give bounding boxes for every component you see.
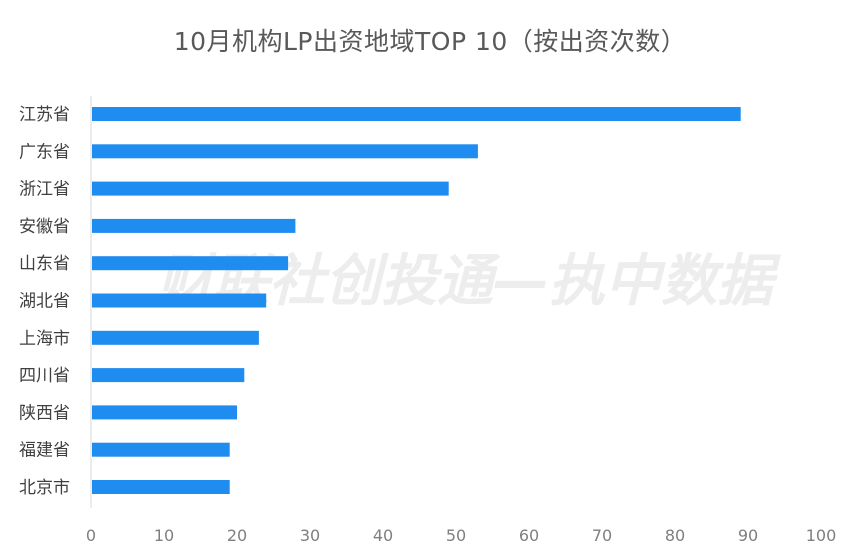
- bar-3: [92, 181, 449, 196]
- category-label: 安徽省: [19, 217, 70, 237]
- category-label: 广东省: [19, 142, 70, 162]
- bar-8: [92, 368, 245, 383]
- chart-title: 10月机构LP出资地域TOP 10（按出资次数）: [173, 27, 687, 56]
- x-tick-label: 0: [86, 526, 96, 545]
- bar-9: [92, 405, 237, 420]
- x-tick-label: 60: [519, 526, 539, 545]
- bar-10: [92, 442, 230, 457]
- category-label: 陕西省: [19, 403, 70, 423]
- x-tick-label: 50: [446, 526, 466, 545]
- x-tick-label: 20: [227, 526, 247, 545]
- bar-1: [92, 107, 741, 121]
- category-label: 浙江省: [19, 180, 70, 200]
- x-tick-label: 10: [154, 526, 174, 545]
- x-tick-label: 30: [300, 526, 320, 545]
- bar-11: [92, 480, 230, 494]
- x-tick-label: 70: [592, 526, 612, 545]
- category-label: 山东省: [19, 254, 70, 274]
- category-label: 上海市: [19, 329, 70, 349]
- category-label: 北京市: [19, 478, 70, 498]
- x-tick-label: 40: [373, 526, 393, 545]
- bars-group: [92, 107, 741, 494]
- x-tick-labels-group: 0 10 20 30 40 50 60 70 80 90 100: [86, 526, 836, 545]
- category-label: 江苏省: [19, 105, 70, 125]
- bar-2: [92, 144, 478, 159]
- bar-7: [92, 330, 259, 345]
- bar-6: [92, 293, 267, 308]
- category-label: 福建省: [19, 441, 70, 461]
- x-tick-label: 100: [806, 526, 837, 545]
- category-label: 四川省: [19, 366, 70, 386]
- x-tick-label: 80: [665, 526, 685, 545]
- bar-5: [92, 256, 289, 271]
- bar-4: [92, 218, 296, 233]
- x-tick-label: 90: [738, 526, 758, 545]
- category-label: 湖北省: [19, 292, 70, 312]
